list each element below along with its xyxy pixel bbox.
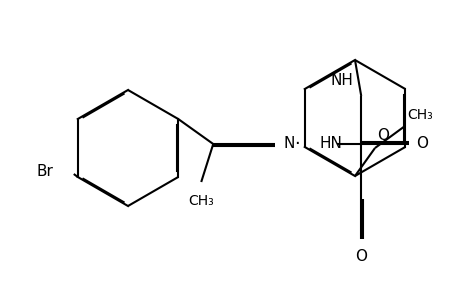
Text: N: N xyxy=(283,136,294,152)
Text: O: O xyxy=(415,136,427,152)
Text: O: O xyxy=(354,249,366,264)
Text: ·: · xyxy=(294,135,299,153)
Text: NH: NH xyxy=(330,73,353,88)
Text: CH₃: CH₃ xyxy=(188,194,213,208)
Text: O: O xyxy=(376,128,388,143)
Text: CH₃: CH₃ xyxy=(406,108,432,122)
Text: Br: Br xyxy=(37,164,54,179)
Text: HN: HN xyxy=(319,136,341,152)
